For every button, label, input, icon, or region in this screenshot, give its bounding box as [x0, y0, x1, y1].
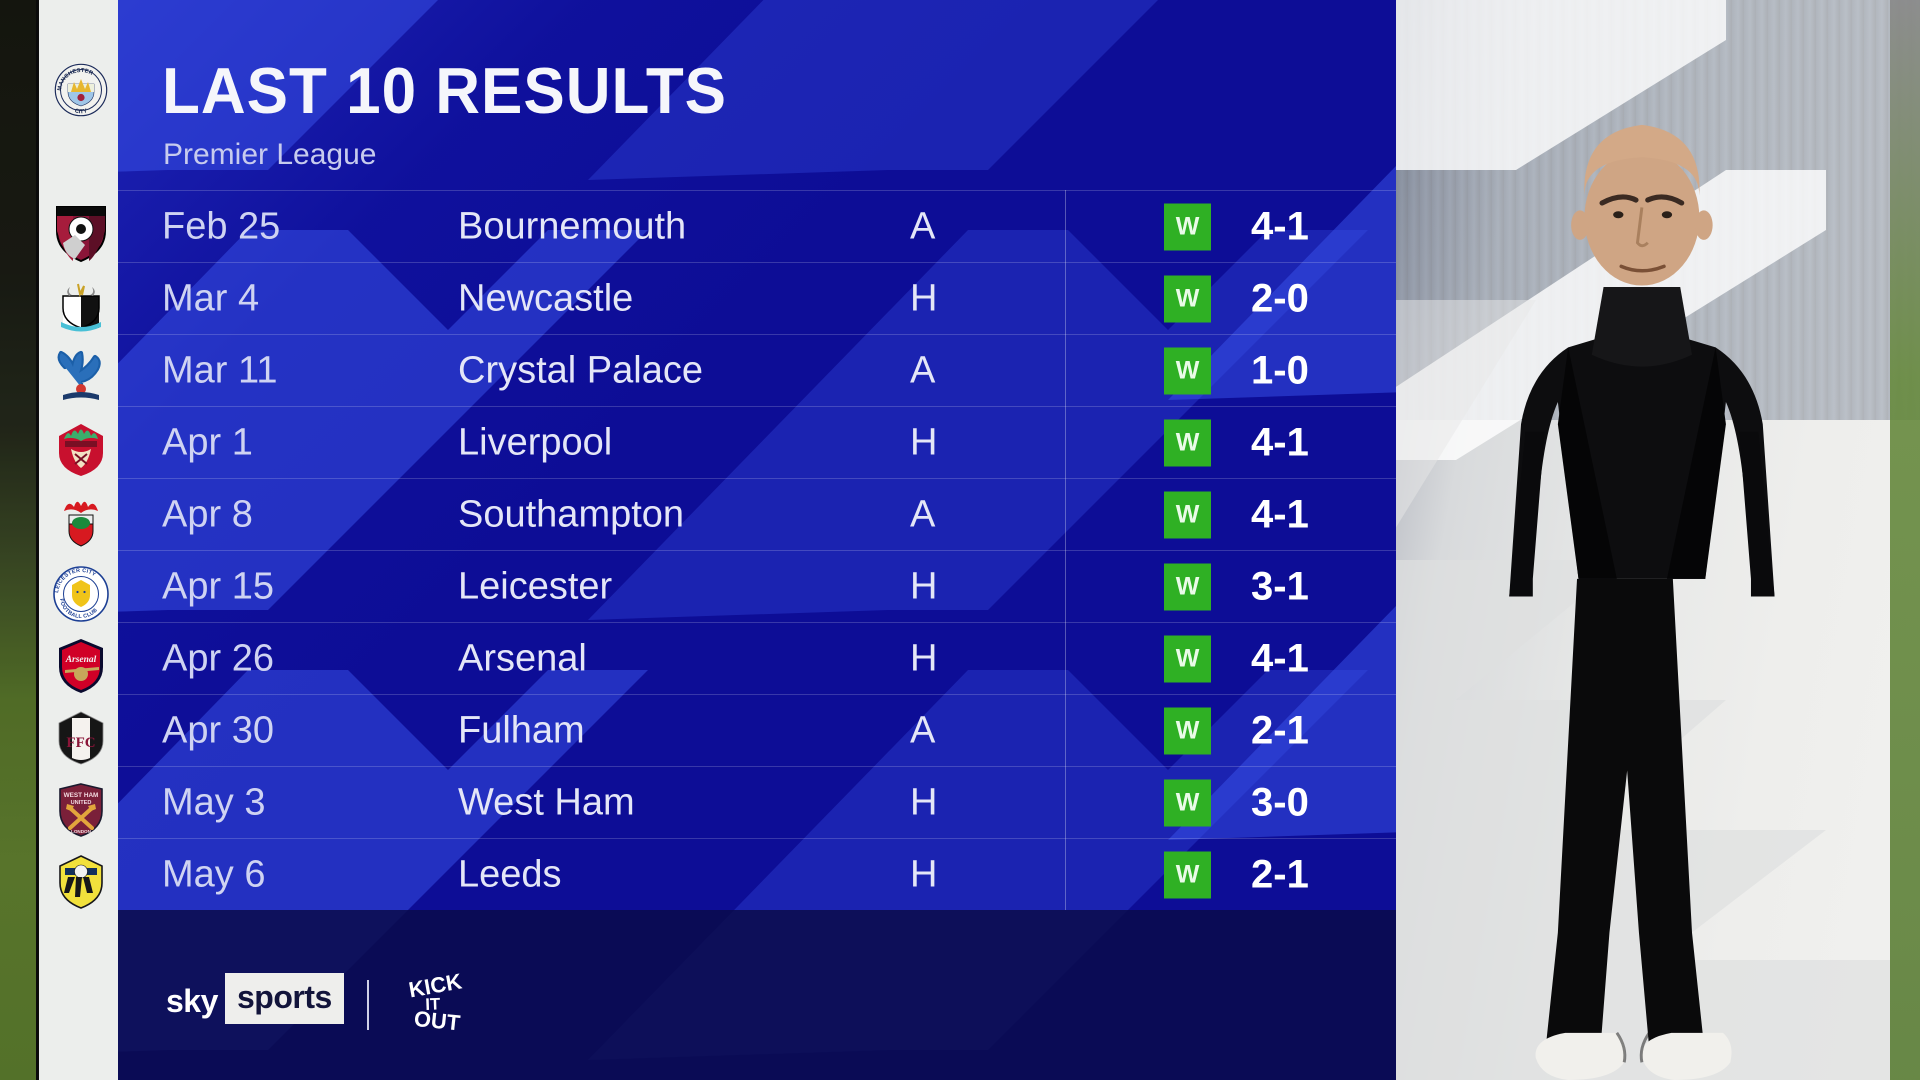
svg-text:UNITED: UNITED [71, 800, 92, 806]
svg-text:LONDON: LONDON [71, 829, 92, 834]
svg-text:OUT: OUT [413, 1006, 462, 1036]
svg-text:Arsenal: Arsenal [65, 655, 97, 665]
svg-text:FFC: FFC [66, 735, 95, 751]
svg-text:WEST HAM: WEST HAM [64, 792, 99, 799]
svg-text:CITY: CITY [74, 108, 88, 115]
